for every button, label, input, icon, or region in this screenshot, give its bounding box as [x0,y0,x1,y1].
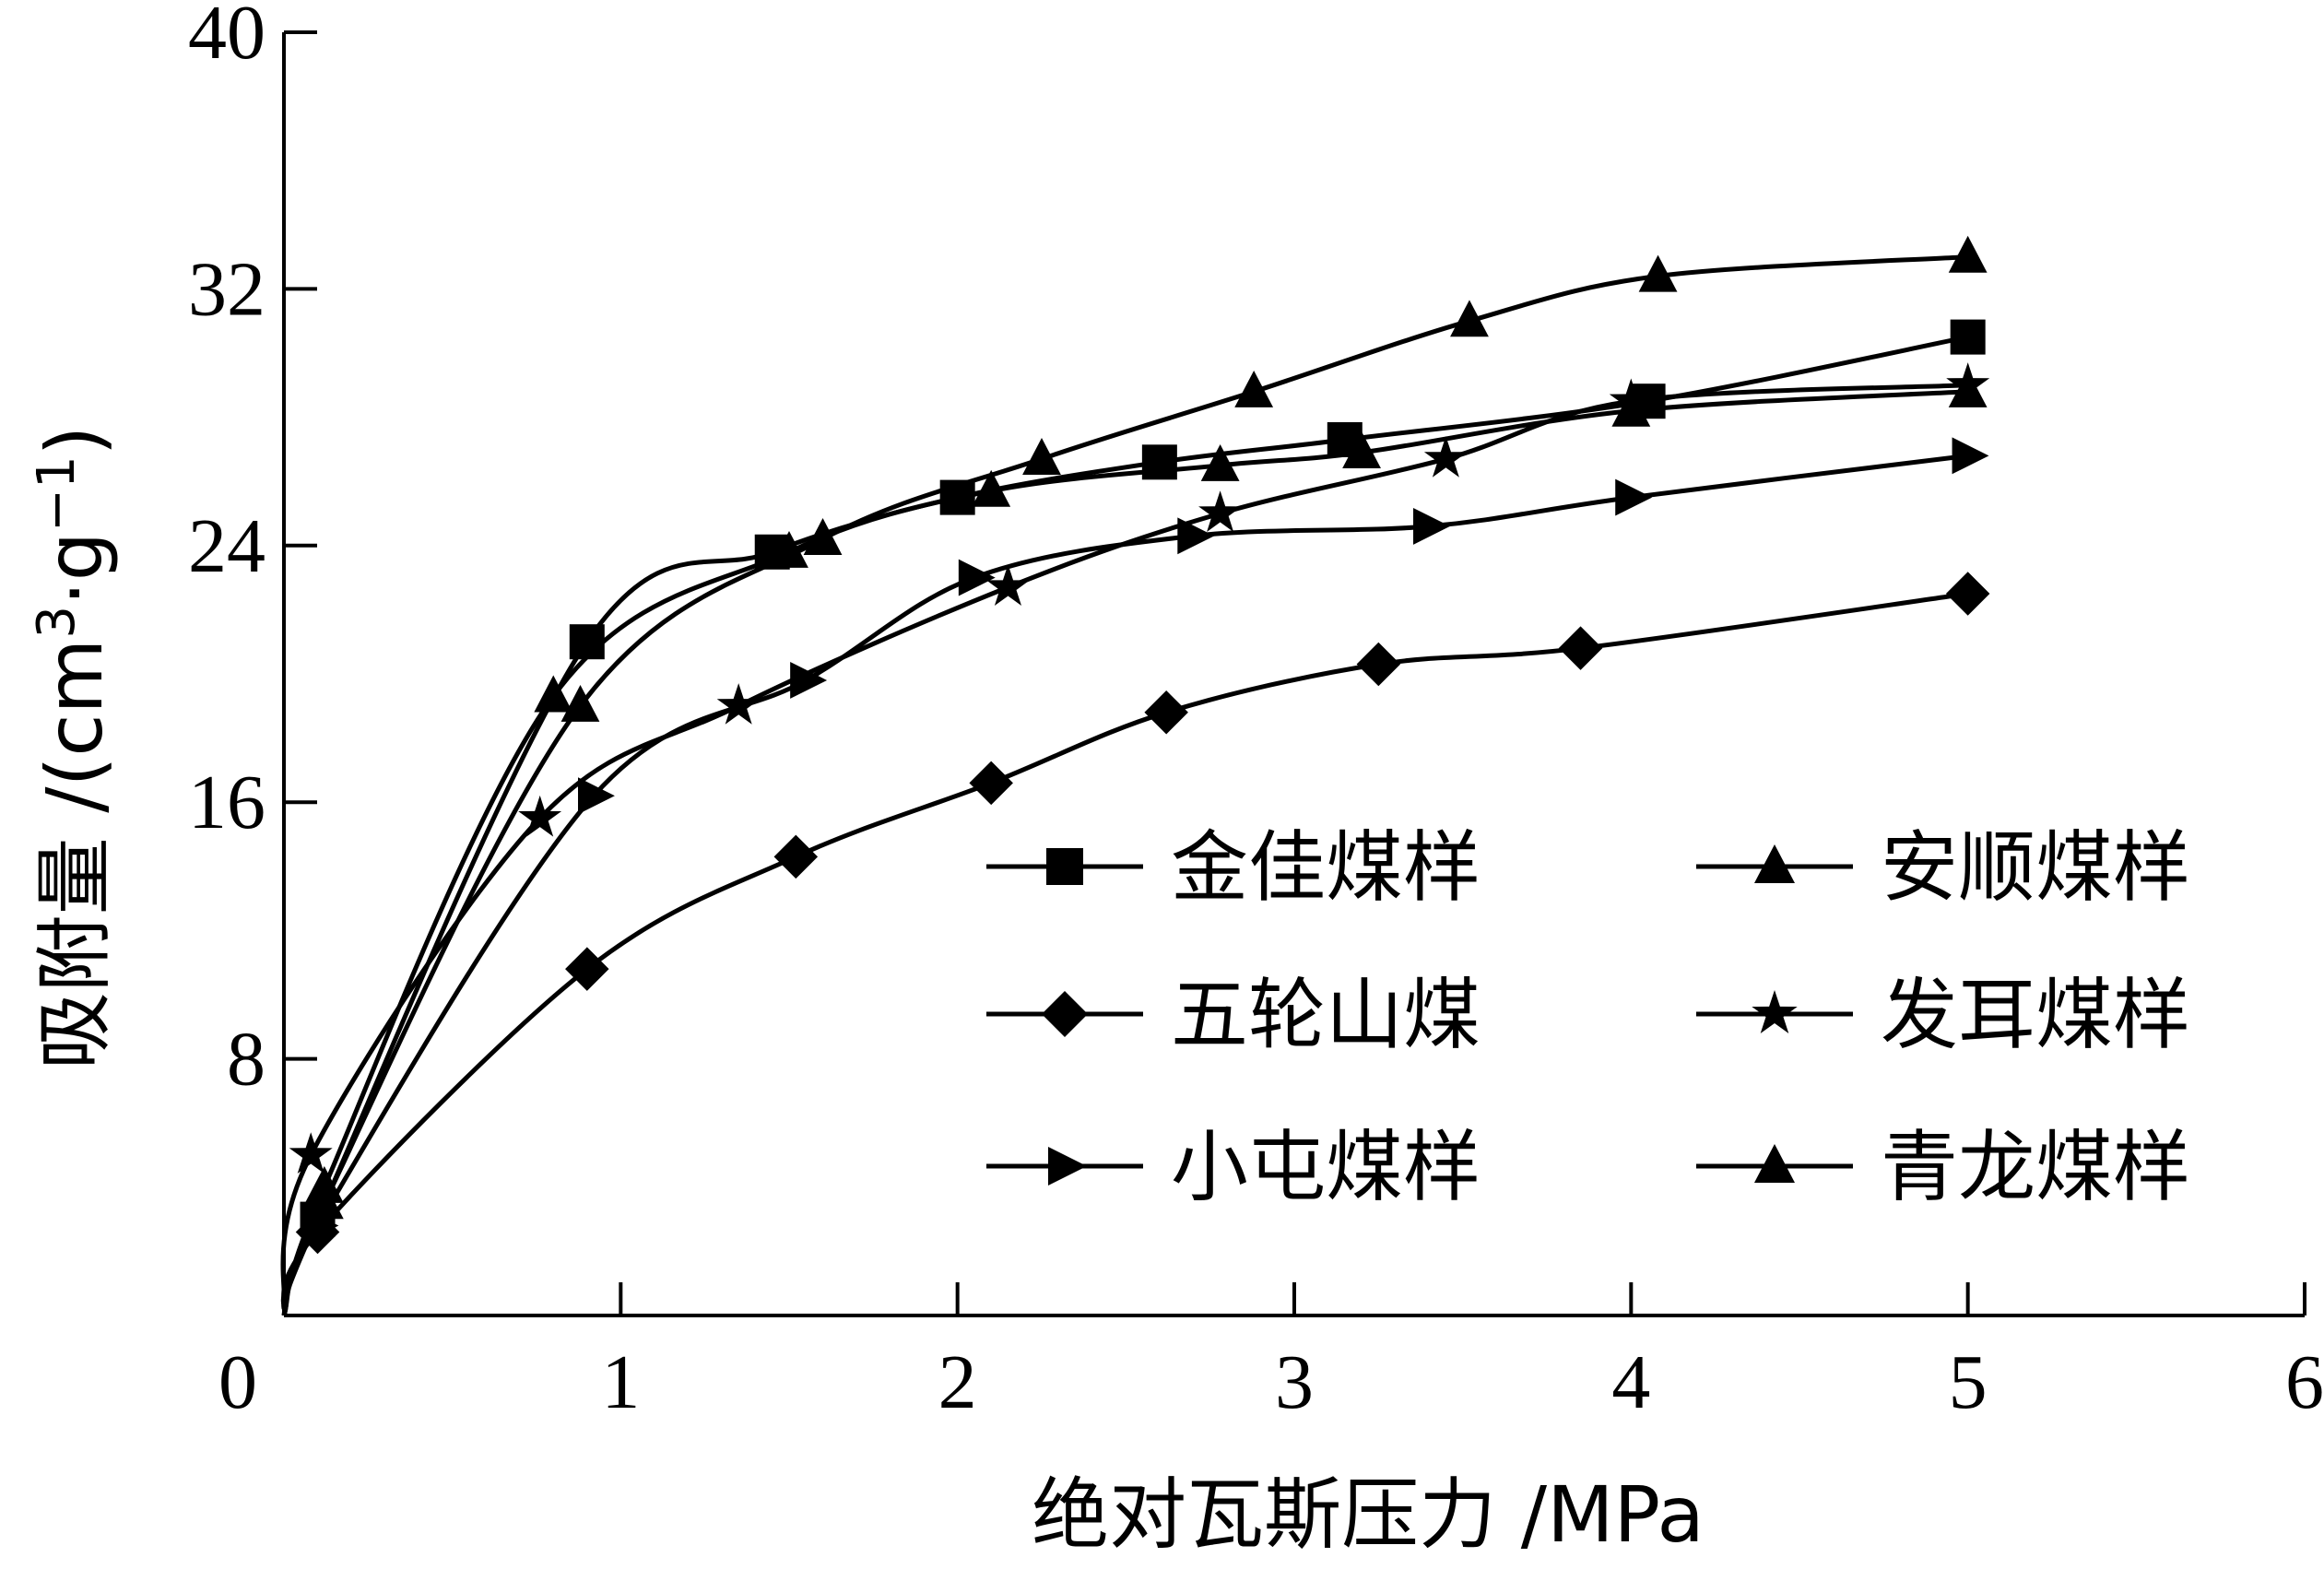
star-marker [518,795,562,837]
legend-label: 青龙煤样 [1881,1122,2190,1212]
x-tick-label: 6 [2285,1339,2324,1425]
series-line [281,591,1969,1316]
triangle-up-marker [1611,389,1651,427]
triangle-right-marker [790,662,828,699]
y-tick-label: 24 [188,503,265,589]
triangle-up-marker [1342,431,1381,468]
triangle-right-marker [578,777,615,815]
triangle-up-marker [1022,438,1061,475]
series-4 [281,235,1988,1316]
triangle-up-marker [972,469,1011,507]
y-axis-title-sup1: 3 [27,606,87,639]
diamond-marker [1356,642,1401,687]
series-line [280,453,1969,1316]
star-marker [986,564,1030,606]
triangle-up-marker [1948,370,1988,407]
legend-item: 发耳煤样 [1696,970,2190,1060]
star-marker [1198,490,1243,532]
series-5 [280,362,1990,1316]
star-marker [289,1132,333,1174]
x-tick-label: 4 [1611,1339,1650,1425]
legend-item: 五轮山煤 [986,970,1481,1060]
diamond-marker [1144,690,1188,735]
triangle-up-marker [1638,254,1678,292]
star-marker [716,683,761,725]
square-marker [1950,319,1986,355]
series-line [281,389,1968,1316]
diamond-marker [1945,572,1990,616]
triangle-up-marker [770,530,808,568]
diamond-marker [773,834,819,879]
series-line [280,383,1968,1316]
axis-labels: 绝对瓦斯压力 /MPa 吸附量 /(cm3·g−1) 1 2 3 4 5 60816243… [27,0,2324,1560]
triangle-up-marker [1234,370,1274,407]
x-tick-label: 1 [601,1339,640,1425]
triangle-right-marker [1048,1147,1087,1186]
triangle-up-marker [1754,844,1795,883]
diamond-marker [1558,626,1603,670]
y-tick-label: 32 [188,246,265,332]
series-2 [281,572,1990,1316]
square-marker [1046,848,1083,885]
triangle-up-marker [1200,444,1240,481]
x-tick-label: 3 [1275,1339,1314,1425]
y-axis-title-prefix: 吸附量 /(cm [29,639,120,1070]
series-line [281,254,1968,1316]
legend-item: 小屯煤样 [986,1122,1481,1212]
diamond-marker [1042,991,1088,1037]
legend-label: 小屯煤样 [1171,1122,1481,1212]
tick-marks [284,30,2306,1315]
triangle-up-marker [1450,300,1489,337]
legend-item: 青龙煤样 [1696,1122,2190,1212]
x-tick-label: 5 [1949,1339,1988,1425]
y-tick-label: 40 [188,0,265,76]
y-axis-title-mid: ·g [29,532,120,606]
triangle-right-marker [1615,478,1653,516]
y-axis-title: 吸附量 /(cm3·g−1) [27,426,120,1070]
origin-label: 0 [218,1339,257,1425]
y-tick-label: 16 [188,760,265,845]
triangle-up-marker [1754,1144,1795,1183]
triangle-up-marker [560,685,600,722]
triangle-up-marker [1948,235,1988,273]
series-3 [280,437,1989,1316]
series-layer [280,235,1990,1316]
triangle-right-marker [1952,437,1989,475]
y-axis-title-sup2: −1 [27,455,87,532]
legend-label: 金佳煤样 [1171,822,1481,913]
square-marker [569,624,605,660]
triangle-up-marker [534,675,573,713]
series-6 [281,370,1988,1316]
legend-item: 安顺煤样 [1696,822,2190,913]
x-tick-label: 2 [938,1339,977,1425]
y-axis-title-suffix: ) [29,426,120,456]
x-axis-title: 绝对瓦斯压力 /MPa [1032,1469,1705,1560]
diamond-marker [565,947,609,991]
star-marker [1423,436,1468,478]
star-marker [1752,990,1798,1033]
triangle-right-marker [1177,517,1215,555]
triangle-up-marker [304,1166,344,1203]
triangle-right-marker [1413,507,1450,545]
legend-label: 五轮山煤 [1171,970,1481,1060]
y-tick-label: 8 [227,1017,265,1103]
legend-label: 安顺煤样 [1881,822,2190,913]
legend-label: 发耳煤样 [1881,970,2190,1060]
diamond-marker [969,761,1013,806]
square-marker [1141,444,1177,480]
triangle-right-marker [958,559,996,596]
legend-item: 金佳煤样 [986,822,1481,913]
